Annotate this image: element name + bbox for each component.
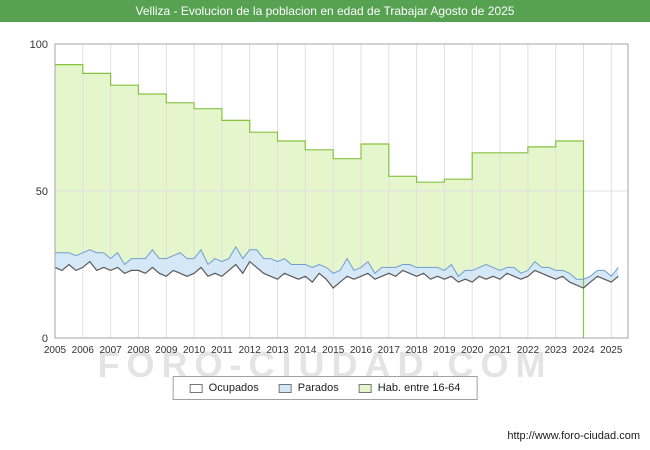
chart-title: Velliza - Evolucion de la poblacion en e…: [0, 0, 650, 22]
legend-label-hab-16-64: Hab. entre 16-64: [377, 382, 461, 394]
svg-text:2018: 2018: [405, 345, 428, 356]
svg-text:2025: 2025: [600, 345, 623, 356]
svg-text:2015: 2015: [322, 345, 345, 356]
legend-swatch-ocupados: [189, 383, 203, 393]
legend-item-parados: Parados: [278, 382, 339, 394]
legend-item-hab-16-64: Hab. entre 16-64: [358, 382, 461, 394]
svg-text:2011: 2011: [211, 345, 233, 356]
legend-label-ocupados: Ocupados: [208, 382, 259, 394]
legend-swatch-hab-16-64: [358, 383, 372, 393]
svg-text:2017: 2017: [378, 345, 401, 356]
svg-text:2024: 2024: [572, 345, 595, 356]
legend-item-ocupados: Ocupados: [189, 382, 259, 394]
svg-text:2020: 2020: [461, 345, 484, 356]
svg-text:2022: 2022: [517, 345, 540, 356]
svg-text:2007: 2007: [99, 345, 122, 356]
svg-text:2019: 2019: [433, 345, 456, 356]
svg-text:0: 0: [42, 333, 48, 345]
svg-text:2012: 2012: [239, 345, 262, 356]
legend-swatch-parados: [278, 383, 292, 393]
svg-text:2006: 2006: [72, 345, 95, 356]
svg-text:100: 100: [30, 39, 48, 51]
svg-text:2008: 2008: [127, 345, 150, 356]
svg-text:2016: 2016: [350, 345, 373, 356]
svg-text:2023: 2023: [545, 345, 568, 356]
svg-text:2013: 2013: [266, 345, 289, 356]
legend: Ocupados Parados Hab. entre 16-64: [172, 376, 478, 400]
footer-url[interactable]: http://www.foro-ciudad.com: [507, 430, 640, 442]
svg-text:2021: 2021: [489, 345, 512, 356]
svg-text:2009: 2009: [155, 345, 178, 356]
svg-text:2014: 2014: [294, 345, 317, 356]
svg-text:2005: 2005: [44, 345, 67, 356]
svg-text:50: 50: [36, 186, 48, 198]
svg-text:2010: 2010: [183, 345, 206, 356]
legend-label-parados: Parados: [297, 382, 339, 394]
